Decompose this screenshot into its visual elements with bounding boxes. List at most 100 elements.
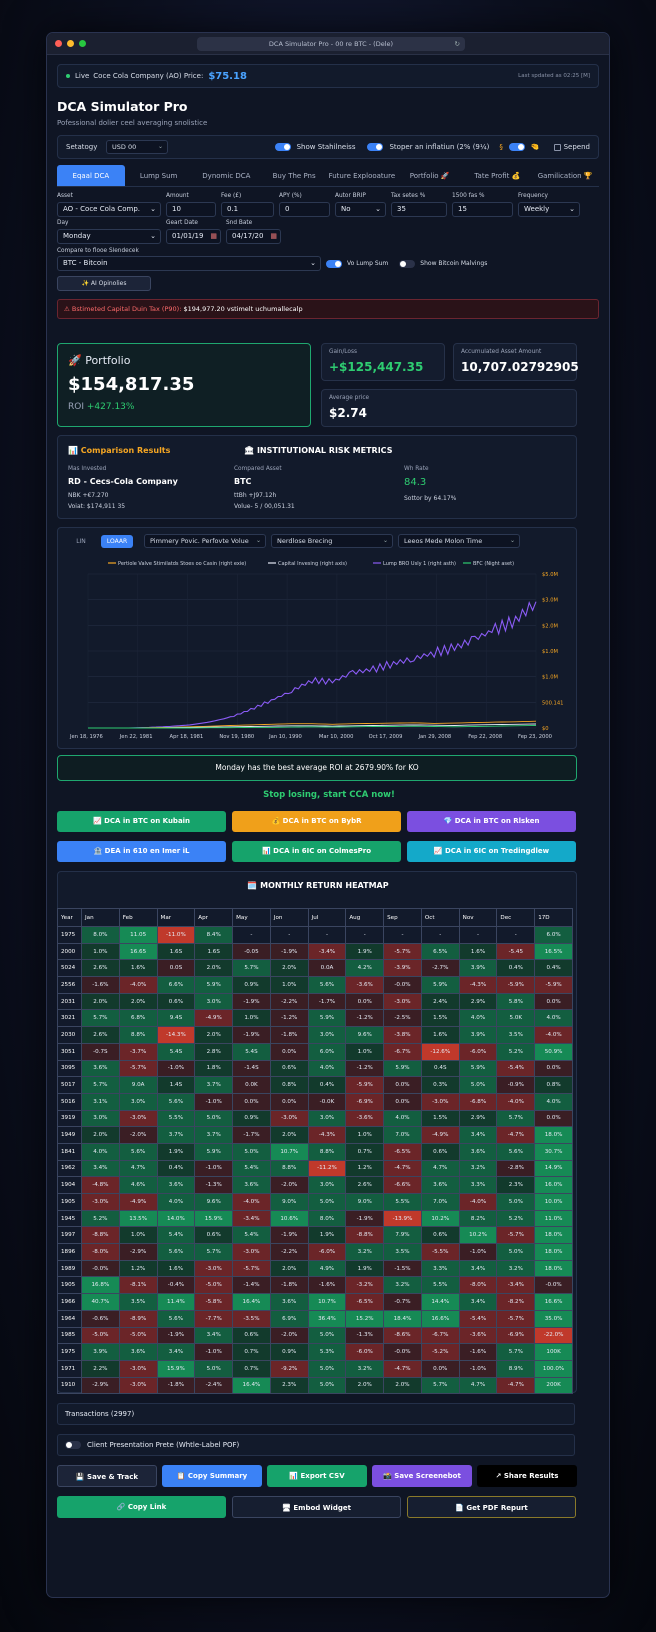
action-button-0[interactable]: 💾 Save & Track <box>57 1465 157 1487</box>
heatmap-cell: 1.0% <box>345 1126 385 1144</box>
heatmap-cell: -3.9% <box>383 959 422 978</box>
broker-button-4[interactable]: 📊 DCA in 6IC on ColmesPro <box>232 841 401 862</box>
linear-scale-button[interactable]: LIN <box>76 537 86 545</box>
tax-b-input[interactable]: 15 <box>452 202 513 217</box>
vs-lump-toggle[interactable] <box>326 259 342 268</box>
heatmap-cell: 2.0% <box>194 1026 234 1044</box>
secondary-select[interactable]: Nerdlose Brecing ⌄ <box>271 534 393 548</box>
heatmap-cell: 16.6% <box>420 1309 460 1328</box>
day-select[interactable]: Monday ⌄ <box>57 229 161 244</box>
tab-3[interactable]: Buy The Pns <box>272 172 316 180</box>
heatmap-cell: 0.4% <box>156 1159 196 1178</box>
heatmap-cell: 0.0% <box>269 1042 309 1061</box>
tab-0[interactable]: Eqaal DCA <box>57 165 125 186</box>
address-bar[interactable]: DCA Simulator Pro - 00 re BTC - (Dele) ↻ <box>197 37 465 51</box>
heatmap-cell: -0.05 <box>232 942 271 961</box>
portfolio-chart[interactable]: Pertiole Valve Stimilatds Stoes oo Casin… <box>58 552 576 748</box>
reload-icon[interactable]: ↻ <box>454 40 460 48</box>
frequency-select[interactable]: Weekly ⌄ <box>518 202 580 217</box>
close-window-button[interactable] <box>55 40 62 47</box>
action-button-4[interactable]: ↗ Share Results <box>477 1465 577 1487</box>
action-button-1[interactable]: 📋 Copy Summary <box>162 1465 262 1487</box>
inflation-toggle-label: Stoper an inflatiun (2% (9¼) <box>389 143 490 151</box>
broker-button-2[interactable]: 💎 DCA in BTC on Rlsken <box>407 811 576 832</box>
compare-select[interactable]: BTC - Bitcoin ⌄ <box>57 256 321 271</box>
table-row: 2031 2.0% 2.0% 0.6% 3.0% -1.9% -2.2% -1.7% 0.0% -… <box>57 992 573 1011</box>
heatmap-cell: 0.0% <box>534 1109 573 1128</box>
inflation-toggle[interactable] <box>367 143 384 151</box>
heatmap-cell: 0.7% <box>232 1359 271 1378</box>
broker-button-5[interactable]: 📈 DCA in 6IC on Tredingdlew <box>407 841 576 862</box>
suspend-label: Sepend <box>563 143 590 151</box>
apy-input[interactable]: 0 <box>279 202 330 217</box>
heatmap-cell: 1.4S <box>156 1076 196 1094</box>
timeframe-select[interactable]: Leeos Mede Molon Time ⌄ <box>398 534 520 548</box>
heatmap-cell: -4.8% <box>81 1176 120 1194</box>
action-button-5[interactable]: 🔗 Copy Link <box>57 1496 226 1518</box>
table-row: 5017 5.7% 9.0A 1.4S 3.7% 0.0K 0.8% 0.4% -5.9% 0.0… <box>57 1076 573 1094</box>
broker-button-3[interactable]: 🏦 DEA in 610 en Imer iL <box>57 841 226 862</box>
heatmap-cell: -1.0% <box>194 1343 234 1361</box>
log-scale-button[interactable]: LOAAR <box>101 534 133 548</box>
maximize-window-button[interactable] <box>79 40 86 47</box>
tab-6[interactable]: Tate Profit 💰 <box>474 172 521 180</box>
fee-input[interactable]: 0.1 <box>221 202 274 217</box>
series-line-3 <box>88 725 537 729</box>
tab-5[interactable]: Portfolio 🚀 <box>409 172 450 180</box>
minimize-window-button[interactable] <box>67 40 74 47</box>
client-presentation-toggle[interactable] <box>65 1441 81 1449</box>
start-date-input[interactable]: 01/01/19 ▦ <box>166 229 221 244</box>
heatmap-cell: 0.0A <box>307 959 347 978</box>
currency-select[interactable]: USD 00 ⌄ <box>106 140 168 154</box>
primary-select[interactable]: Pimmery Povic. Perfovte Volue ⌄ <box>144 534 266 548</box>
tab-4[interactable]: Future Explooature <box>328 172 396 180</box>
transactions-section[interactable]: Transactions (2997) <box>57 1403 575 1425</box>
tax-warning: ⚠ Bstimeted Capital Duin Tax (P90): $194… <box>57 299 599 319</box>
heatmap-year: 3051 <box>57 1042 82 1061</box>
autobuy-select[interactable]: No ⌄ <box>335 202 386 217</box>
asset-select[interactable]: AO - Coce Cola Comp. ⌄ <box>57 202 161 217</box>
halvings-toggle[interactable] <box>399 259 416 268</box>
heatmap-cell: 0.4S <box>420 1059 460 1078</box>
tab-1[interactable]: Lump Sum <box>139 172 178 180</box>
tab-2[interactable]: Dynomic DCA <box>202 172 251 180</box>
chevron-down-icon: ⌄ <box>509 537 515 544</box>
heatmap-cell: -1.2% <box>269 1009 309 1028</box>
heatmap-cell: -4.9% <box>118 1193 158 1211</box>
action-button-3[interactable]: 📸 Save Screenebot <box>372 1465 472 1487</box>
action-button-6[interactable]: 🖥 Embod Widget <box>232 1496 401 1518</box>
tab-7[interactable]: Gamilication 🏆 <box>537 172 593 180</box>
broker-button-1[interactable]: 💰 DCA in BTC on BybR <box>232 811 401 832</box>
heatmap-cell: 3.9% <box>458 1026 498 1044</box>
suspend-checkbox[interactable]: Sepend <box>553 143 590 151</box>
extra-toggle[interactable] <box>508 143 525 151</box>
heatmap-cell: 5.3% <box>307 1343 347 1361</box>
action-button-7[interactable]: 📄 Get PDF Repurt <box>407 1496 576 1518</box>
transactions-label: Transactions (2997) <box>65 1410 135 1418</box>
heatmap-cell: -1.9% <box>156 1326 196 1345</box>
heatmap-header-row: Year Jan Feb Mar Apr May Jon Jul Aug Sep Oct Nov Dec… <box>57 908 573 927</box>
heatmap-cell: -0.4% <box>156 1276 196 1295</box>
broker-button-0[interactable]: 📈 DCA in BTC on Kubain <box>57 811 226 832</box>
day-label: Day <box>57 220 69 226</box>
heatmap-cell: -11.2% <box>307 1159 347 1178</box>
action-button-2[interactable]: 📊 Export CSV <box>267 1465 367 1487</box>
ai-opinions-button[interactable]: ✨ AI Opinolies <box>57 276 151 291</box>
portfolio-value: $154,817.35 <box>68 374 195 395</box>
heatmap-cell: 18.4% <box>383 1309 422 1328</box>
stability-toggle[interactable] <box>274 143 291 151</box>
heatmap-cell: -5.9% <box>496 976 536 994</box>
table-row: 5024 2.6% 1.6% 0.0S 2.0% 5.7% 2.0% 0.0A 4.2% -3.9… <box>57 959 573 978</box>
heatmap-cell: 7.0% <box>420 1193 460 1211</box>
heatmap-cell: -8.8% <box>345 1226 385 1245</box>
heatmap-cell: 15.9% <box>194 1209 234 1228</box>
amount-input[interactable]: 10 <box>166 202 216 217</box>
tax-input[interactable]: 35 <box>391 202 447 217</box>
end-date-input[interactable]: 04/17/20 ▦ <box>226 229 281 244</box>
chevron-down-icon: ⌄ <box>150 232 156 240</box>
live-dot-icon <box>66 74 70 78</box>
calendar-icon: ▦ <box>270 232 277 240</box>
chevron-down-icon: ⌄ <box>382 537 388 544</box>
strategy-tabs: Eqaal DCA Lump Sum Dynomic DCA Buy The Pns F… <box>57 165 599 187</box>
heatmap-cell: 5.0% <box>307 1193 347 1211</box>
